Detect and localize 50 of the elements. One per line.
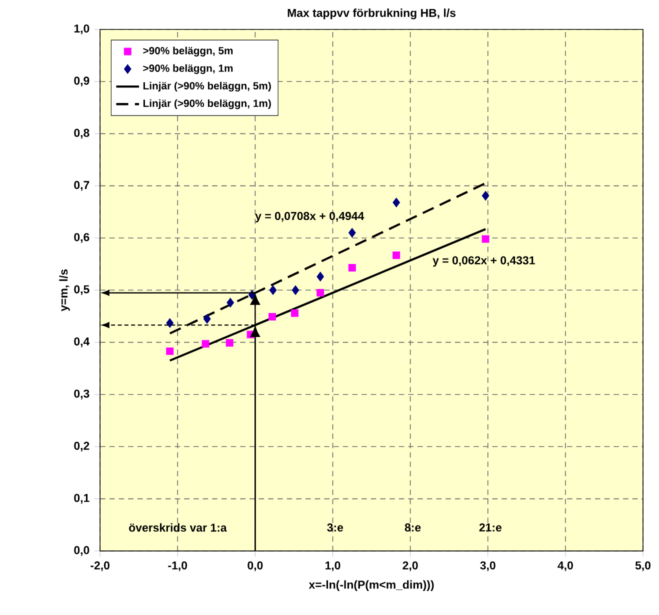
y-axis-title: y=m, l/s [59,269,70,312]
x-tick-label: 4,0 [558,561,573,572]
x-tick-label: 3,0 [480,561,496,572]
y-tick-label: 0,5 [74,285,90,296]
legend-label: Linjär (>90% beläggn, 1m) [143,99,271,110]
point [348,264,356,272]
point [268,313,276,320]
legend-label: >90% beläggn, 1m [143,64,233,74]
x-tick-label: 5,0 [635,561,650,572]
point [316,289,324,296]
annotation: 21:e [479,523,502,532]
point [482,190,490,201]
point [203,314,211,324]
point [269,285,277,295]
y-tick-label: 0,3 [74,390,90,400]
annotation: överskrids var 1:a [129,523,227,532]
x-tick-label: 1,0 [326,561,340,572]
point [226,339,234,347]
point [316,272,324,282]
x-tick-label: 2,0 [402,561,418,572]
point [202,340,210,348]
point [292,285,300,295]
y-tick-label: 0,2 [74,442,90,452]
annotation: y = 0,062x + 0,4331 [432,256,535,267]
y-tick-label: 0,4 [74,337,90,348]
point [392,251,400,259]
point [482,235,490,243]
chart-title: Max tappvv förbrukning HB, l/s [288,8,456,20]
y-tick-label: 0,0 [74,546,90,556]
legend-label: Linjär (>90% beläggn, 5m) [143,82,271,92]
y-tick-label: 0,8 [74,128,90,139]
y-tick-label: 0,9 [74,76,90,86]
point [166,347,174,355]
annotation: 3:e [327,523,344,532]
y-tick-label: 0,6 [74,233,90,243]
point [226,298,234,308]
x-tick-label: 0,0 [248,561,263,572]
y-tick-label: 1,0 [74,24,90,34]
x-tick-label: -2,0 [90,561,110,572]
annotation: 8:e [404,523,421,532]
y-tick-label: 0,7 [74,180,90,191]
point [166,318,174,328]
point [291,309,298,317]
legend-label: >90% beläggn, 5m [143,46,233,56]
annotation: y = 0,0708x + 0,4944 [255,212,364,222]
x-tick-label: -1,0 [168,561,188,572]
point [348,228,356,238]
x-axis-title: x=-ln(-ln(P(m<m_dim))) [308,580,434,592]
point [392,198,400,208]
y-tick-label: 0,1 [74,494,90,504]
